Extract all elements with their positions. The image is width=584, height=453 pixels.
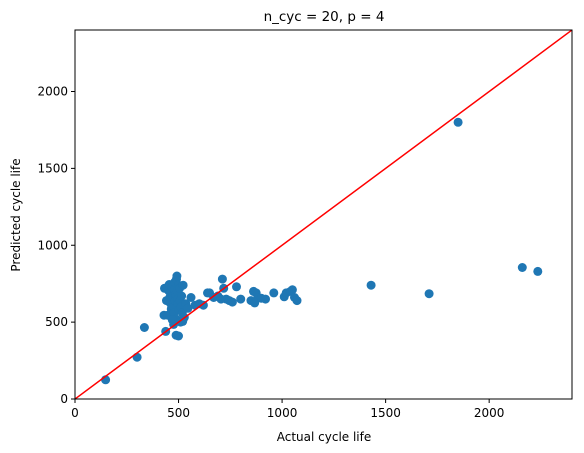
data-point-34 — [177, 291, 187, 301]
data-point-80 — [533, 266, 543, 276]
y-tick-label: 1500 — [37, 161, 68, 175]
data-point-73 — [287, 285, 297, 295]
data-point-60 — [232, 282, 241, 292]
data-point-2 — [139, 323, 149, 332]
data-point-45 — [183, 303, 193, 313]
data-point-36 — [178, 280, 188, 290]
data-point-59 — [227, 297, 237, 307]
plot-area — [75, 30, 572, 399]
data-point-61 — [236, 294, 246, 304]
x-tick-label: 1000 — [267, 406, 298, 420]
x-tick-label: 1500 — [370, 406, 401, 420]
data-point-68 — [261, 294, 270, 304]
x-axis-label: Actual cycle life — [277, 430, 372, 444]
data-point-44 — [178, 316, 188, 326]
data-point-75 — [292, 296, 302, 306]
y-tick-label: 500 — [45, 315, 68, 329]
data-point-76 — [366, 280, 376, 290]
data-point-25 — [172, 271, 182, 281]
data-point-46 — [186, 293, 196, 302]
data-point-55 — [217, 274, 227, 284]
y-tick-label: 2000 — [37, 85, 68, 99]
data-point-69 — [269, 288, 279, 298]
data-point-78 — [453, 117, 463, 127]
axis-ticks: 0 500 1000 1500 2000 0 500 1000 1500 2000 — [37, 85, 504, 421]
data-point-1 — [132, 352, 142, 362]
x-tick-label: 500 — [167, 406, 190, 420]
chart-title: n_cyc = 20, p = 4 — [264, 9, 385, 25]
y-tick-label: 1000 — [37, 238, 68, 252]
reference-line — [75, 30, 572, 399]
y-tick-label: 0 — [60, 392, 68, 406]
x-tick-label: 2000 — [474, 406, 505, 420]
data-point-42 — [174, 331, 183, 341]
y-axis-label: Predicted cycle life — [9, 158, 23, 271]
plot-frame — [74, 29, 573, 400]
data-point-49 — [198, 300, 208, 310]
data-point-77 — [424, 289, 434, 299]
data-point-79 — [517, 263, 527, 272]
x-tick-label: 0 — [71, 406, 79, 420]
